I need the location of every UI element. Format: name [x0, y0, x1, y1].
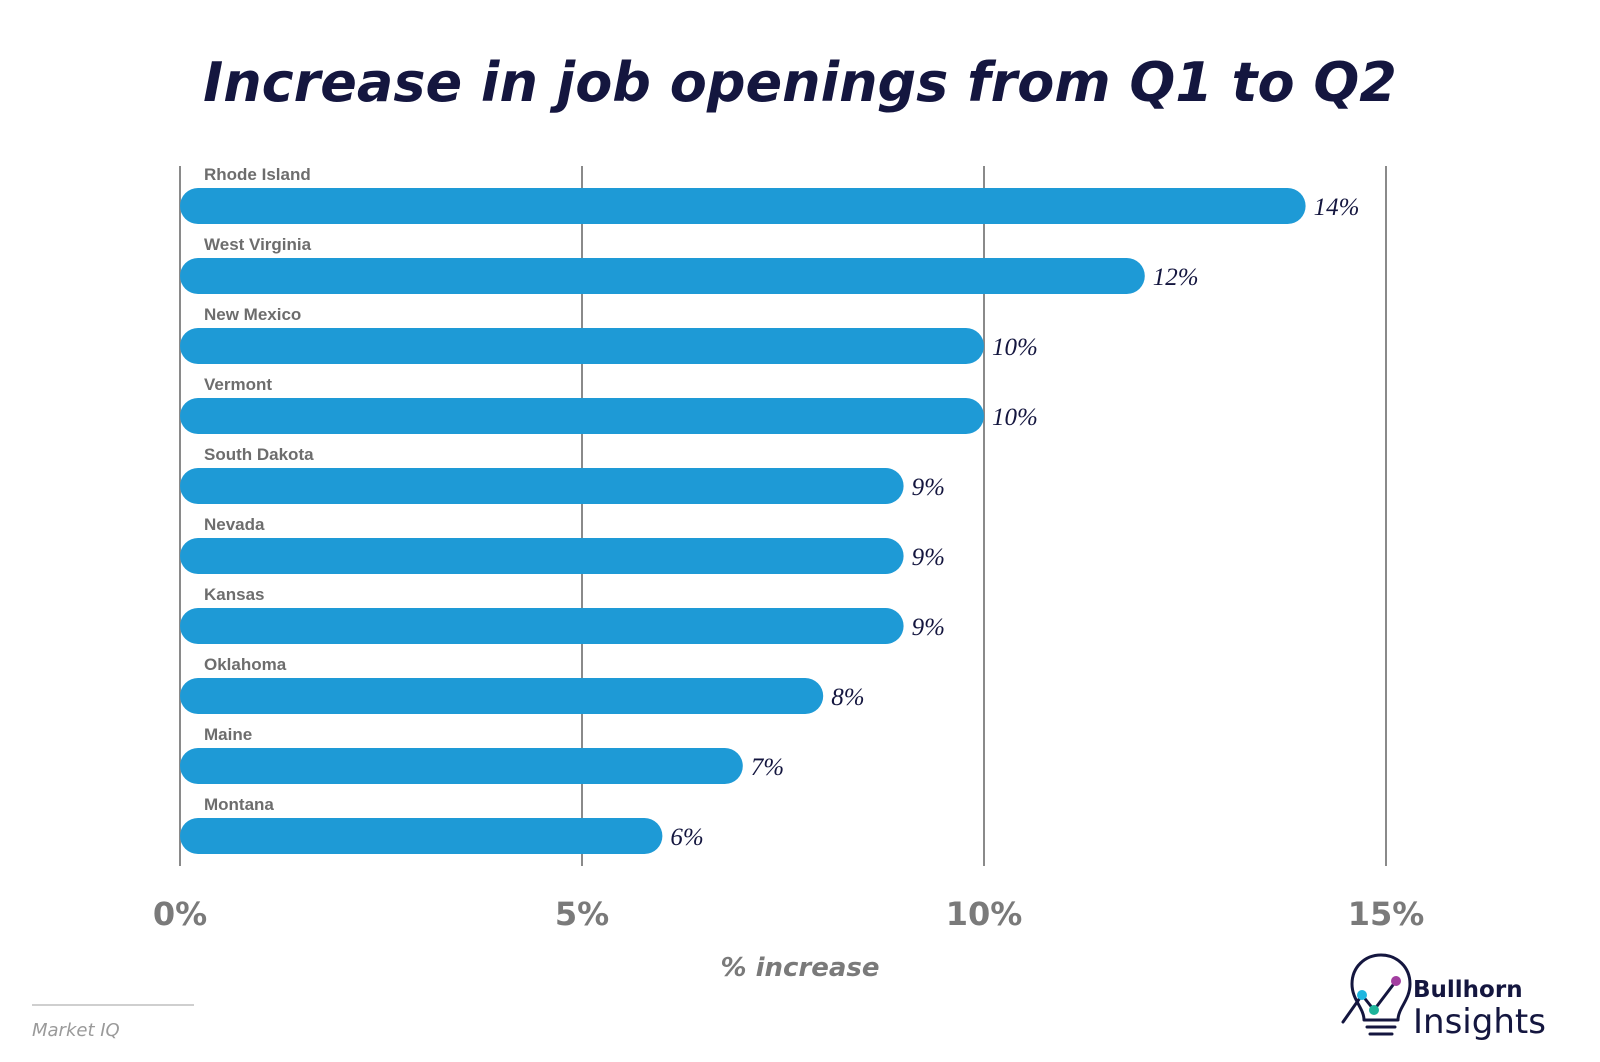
bar: [180, 328, 984, 364]
chart-title: Increase in job openings from Q1 to Q2: [203, 51, 1397, 114]
value-label: 10%: [992, 334, 1038, 361]
bar: [180, 188, 1306, 224]
bar: [180, 748, 743, 784]
bar: [180, 468, 904, 504]
category-label: South Dakota: [204, 445, 314, 464]
value-label: 14%: [1314, 194, 1360, 221]
brand-logo: Bullhorn Insights: [1341, 953, 1546, 1042]
bars: Rhode Island 14% West Virginia 12% New Mexic…: [180, 165, 1359, 854]
bar: [180, 538, 904, 574]
value-label: 8%: [831, 684, 864, 711]
value-label: 10%: [992, 404, 1038, 431]
x-axis-title: % increase: [720, 953, 879, 983]
value-label: 9%: [912, 614, 945, 641]
category-label: Oklahoma: [204, 655, 287, 674]
value-label: 9%: [912, 474, 945, 501]
bar: [180, 398, 984, 434]
brand-name-line2: Insights: [1413, 1002, 1546, 1042]
x-tick-label: 10%: [946, 895, 1023, 933]
x-tick-label: 5%: [555, 895, 609, 933]
value-label: 12%: [1153, 264, 1199, 291]
category-label: Rhode Island: [204, 165, 311, 184]
value-label: 6%: [670, 824, 703, 851]
brand-name-line1: Bullhorn: [1413, 977, 1523, 1003]
x-tick-label: 0%: [153, 895, 207, 933]
category-label: Vermont: [204, 375, 272, 394]
category-label: New Mexico: [204, 305, 301, 324]
category-label: Maine: [204, 725, 252, 744]
bar: [180, 608, 904, 644]
category-label: Kansas: [204, 585, 264, 604]
bar: [180, 678, 824, 714]
value-label: 7%: [751, 754, 784, 781]
category-label: Montana: [204, 795, 274, 814]
x-tick-label: 15%: [1348, 895, 1425, 933]
bar: [180, 258, 1145, 294]
bar: [180, 818, 663, 854]
x-axis-ticks: 0% 5% 10% 15%: [153, 895, 1424, 933]
value-label: 9%: [912, 544, 945, 571]
category-label: Nevada: [204, 515, 265, 534]
lightbulb-chart-icon: [1341, 953, 1412, 1036]
category-label: West Virginia: [204, 235, 312, 254]
source-label: Market IQ: [32, 1020, 120, 1041]
